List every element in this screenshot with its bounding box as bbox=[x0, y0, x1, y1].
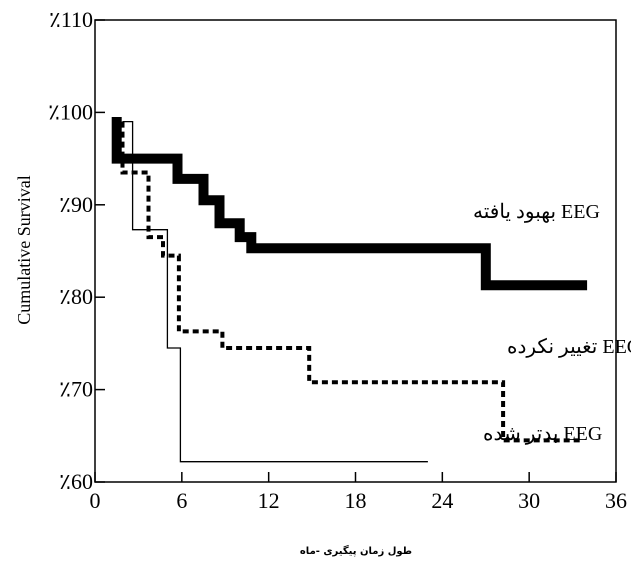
y-axis-ticks: ٪110 ٪100 ٪90 ٪80 ٪70 ٪60 bbox=[48, 7, 105, 494]
series-line-worsened bbox=[122, 120, 428, 463]
y-tick-label: ٪80 bbox=[59, 284, 93, 309]
x-tick-label: 12 bbox=[258, 488, 280, 513]
y-tick-label: ٪60 bbox=[59, 469, 93, 494]
x-tick-label: 24 bbox=[431, 488, 453, 513]
x-axis-ticks: 0 6 12 18 24 30 36 bbox=[90, 472, 627, 513]
series-lines bbox=[111, 117, 588, 463]
x-axis-label: طول زمان پیگیری -ماه bbox=[300, 544, 412, 557]
x-tick-label: 18 bbox=[345, 488, 367, 513]
y-tick-label: ٪100 bbox=[48, 99, 93, 124]
y-tick-label: ٪90 bbox=[59, 192, 93, 217]
y-tick-label: ٪110 bbox=[49, 7, 93, 32]
legend-label-worsened: EEG بدتر شده bbox=[483, 423, 602, 445]
x-tick-label: 6 bbox=[176, 488, 187, 513]
series-line-improved bbox=[111, 117, 588, 291]
legend-label-improved: EEG بهبود یافته bbox=[473, 201, 600, 223]
x-tick-label: 0 bbox=[90, 488, 101, 513]
y-tick-label: ٪70 bbox=[59, 377, 93, 402]
legend-label-unchanged: EEG تغییر نکرده bbox=[507, 336, 631, 358]
x-tick-label: 30 bbox=[518, 488, 540, 513]
y-axis-label: Cumulative Survival bbox=[14, 175, 34, 324]
x-tick-label: 36 bbox=[605, 488, 627, 513]
